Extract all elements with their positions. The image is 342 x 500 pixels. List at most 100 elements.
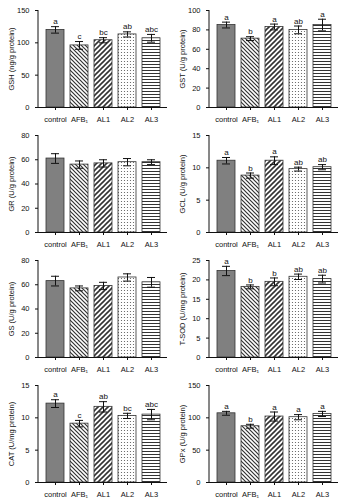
- svg-text:5: 5: [196, 196, 200, 205]
- svg-text:AL1: AL1: [97, 240, 110, 249]
- svg-text:60: 60: [21, 280, 29, 289]
- svg-text:ab: ab: [294, 158, 303, 167]
- svg-text:60: 60: [192, 45, 200, 54]
- svg-text:c: c: [78, 32, 82, 41]
- svg-text:AL1: AL1: [97, 115, 110, 124]
- svg-text:50: 50: [21, 71, 29, 80]
- svg-text:AL2: AL2: [121, 115, 134, 124]
- svg-text:AFB₁: AFB₁: [242, 115, 260, 124]
- svg-text:5: 5: [25, 446, 29, 455]
- svg-text:AL3: AL3: [316, 365, 329, 374]
- svg-text:80: 80: [21, 131, 29, 140]
- svg-text:c: c: [78, 411, 82, 420]
- svg-text:0: 0: [196, 478, 200, 487]
- svg-text:AL2: AL2: [292, 490, 305, 499]
- svg-text:a: a: [53, 390, 58, 399]
- svg-text:AL1: AL1: [268, 115, 281, 124]
- svg-text:ab: ab: [123, 22, 132, 31]
- svg-text:0: 0: [25, 103, 29, 112]
- svg-text:AL3: AL3: [316, 115, 329, 124]
- svg-text:AL2: AL2: [292, 365, 305, 374]
- svg-text:15: 15: [192, 131, 200, 140]
- svg-text:control: control: [44, 365, 67, 374]
- svg-text:AL3: AL3: [316, 490, 329, 499]
- svg-text:20: 20: [192, 275, 200, 284]
- svg-text:AFB₁: AFB₁: [71, 490, 89, 499]
- svg-text:0: 0: [196, 228, 200, 237]
- svg-text:ab: ab: [294, 265, 303, 274]
- svg-text:15: 15: [192, 295, 200, 304]
- svg-text:b: b: [248, 27, 253, 36]
- svg-text:80: 80: [21, 256, 29, 265]
- svg-text:a: a: [224, 148, 229, 157]
- svg-text:a: a: [272, 15, 277, 24]
- svg-text:ab: ab: [99, 392, 108, 401]
- svg-text:GSH (ng/g protein): GSH (ng/g protein): [7, 27, 16, 90]
- svg-text:5: 5: [196, 334, 200, 343]
- svg-text:ab: ab: [318, 266, 327, 275]
- svg-text:GCL (U/g protein): GCL (U/g protein): [178, 154, 187, 213]
- svg-text:control: control: [215, 115, 238, 124]
- svg-text:control: control: [44, 115, 67, 124]
- svg-text:AL1: AL1: [268, 365, 281, 374]
- svg-text:AL3: AL3: [316, 240, 329, 249]
- svg-text:AFB₁: AFB₁: [242, 490, 260, 499]
- svg-text:AFB₁: AFB₁: [71, 240, 89, 249]
- svg-text:b: b: [272, 269, 277, 278]
- svg-text:control: control: [44, 240, 67, 249]
- svg-text:a: a: [224, 257, 229, 266]
- svg-text:80: 80: [192, 25, 200, 34]
- svg-text:AL2: AL2: [121, 240, 134, 249]
- svg-text:a: a: [320, 10, 325, 19]
- svg-text:GPx (U/g protein): GPx (U/g protein): [178, 404, 187, 463]
- svg-text:20: 20: [192, 84, 200, 93]
- svg-text:0: 0: [25, 228, 29, 237]
- svg-text:AFB₁: AFB₁: [242, 365, 260, 374]
- svg-text:AL3: AL3: [145, 240, 158, 249]
- svg-text:60: 60: [21, 155, 29, 164]
- svg-text:abc: abc: [145, 25, 158, 34]
- svg-text:AL2: AL2: [292, 240, 305, 249]
- svg-text:20: 20: [21, 204, 29, 213]
- svg-text:a: a: [296, 405, 301, 414]
- svg-text:a: a: [272, 403, 277, 412]
- svg-text:25: 25: [192, 256, 200, 265]
- svg-text:10: 10: [192, 163, 200, 172]
- svg-text:a: a: [224, 402, 229, 411]
- svg-text:20: 20: [21, 329, 29, 338]
- svg-text:AL2: AL2: [121, 365, 134, 374]
- svg-text:AL2: AL2: [292, 115, 305, 124]
- svg-text:10: 10: [192, 314, 200, 323]
- svg-text:100: 100: [188, 6, 201, 15]
- svg-text:abc: abc: [145, 400, 158, 409]
- svg-text:AFB₁: AFB₁: [242, 240, 260, 249]
- svg-text:a: a: [53, 17, 58, 26]
- svg-text:control: control: [215, 490, 238, 499]
- svg-text:150: 150: [17, 6, 30, 15]
- svg-text:50: 50: [192, 446, 200, 455]
- svg-text:T-SOD (U/mg protein): T-SOD (U/mg protein): [178, 272, 187, 345]
- svg-text:100: 100: [17, 38, 30, 47]
- svg-text:CAT (U/mg protein): CAT (U/mg protein): [7, 401, 16, 466]
- svg-text:0: 0: [25, 353, 29, 362]
- svg-text:AFB₁: AFB₁: [71, 365, 89, 374]
- svg-text:0: 0: [196, 103, 200, 112]
- svg-text:GST (U/g protein): GST (U/g protein): [178, 29, 187, 89]
- svg-text:10: 10: [21, 413, 29, 422]
- svg-text:a: a: [320, 402, 325, 411]
- svg-text:40: 40: [192, 64, 200, 73]
- svg-text:0: 0: [25, 478, 29, 487]
- svg-text:ab: ab: [318, 155, 327, 164]
- svg-text:AL1: AL1: [97, 490, 110, 499]
- svg-text:AL3: AL3: [145, 365, 158, 374]
- svg-text:AL1: AL1: [268, 240, 281, 249]
- svg-text:40: 40: [21, 179, 29, 188]
- svg-text:b: b: [248, 164, 253, 173]
- svg-text:AFB₁: AFB₁: [71, 115, 89, 124]
- svg-text:a: a: [224, 13, 229, 22]
- svg-text:b: b: [248, 415, 253, 424]
- svg-text:control: control: [44, 490, 67, 499]
- svg-text:ab: ab: [294, 17, 303, 26]
- svg-text:GR (U/g protein): GR (U/g protein): [7, 156, 16, 212]
- svg-text:0: 0: [196, 353, 200, 362]
